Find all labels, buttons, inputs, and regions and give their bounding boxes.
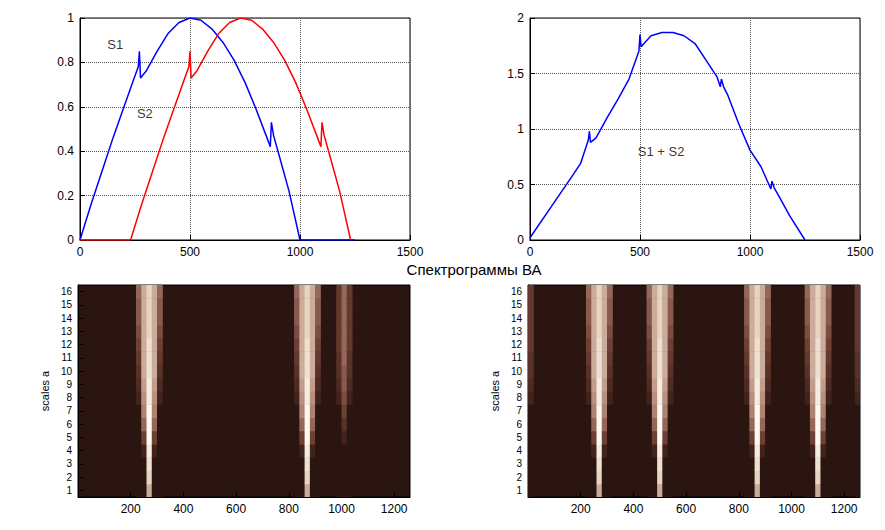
svg-text:500: 500 (180, 245, 200, 259)
svg-text:10: 10 (511, 366, 523, 377)
svg-text:500: 500 (630, 245, 650, 259)
svg-text:0.6: 0.6 (57, 100, 74, 114)
svg-text:800: 800 (729, 502, 749, 516)
svg-text:1000: 1000 (778, 502, 805, 516)
svg-text:0.2: 0.2 (57, 189, 74, 203)
svg-text:S1: S1 (107, 37, 123, 52)
svg-text:400: 400 (173, 502, 193, 516)
svg-text:4: 4 (66, 445, 72, 456)
svg-text:200: 200 (121, 502, 141, 516)
svg-text:800: 800 (279, 502, 299, 516)
svg-text:0: 0 (527, 245, 534, 259)
svg-text:1000: 1000 (737, 245, 764, 259)
svg-text:12: 12 (511, 339, 523, 350)
svg-text:0.8: 0.8 (57, 55, 74, 69)
svg-text:1200: 1200 (831, 502, 858, 516)
svg-text:1000: 1000 (287, 245, 314, 259)
svg-text:13: 13 (61, 326, 73, 337)
svg-text:Спектрограммы ВА: Спектрограммы ВА (407, 261, 542, 278)
svg-text:600: 600 (676, 502, 696, 516)
svg-text:15: 15 (61, 299, 73, 310)
svg-text:0: 0 (517, 233, 524, 247)
svg-text:9: 9 (516, 379, 522, 390)
svg-text:10: 10 (61, 366, 73, 377)
svg-text:1.5: 1.5 (507, 67, 524, 81)
svg-text:5: 5 (516, 432, 522, 443)
svg-text:1: 1 (67, 11, 74, 25)
svg-text:2: 2 (66, 472, 72, 483)
svg-text:0.4: 0.4 (57, 144, 74, 158)
svg-text:600: 600 (226, 502, 246, 516)
svg-text:2: 2 (517, 11, 524, 25)
svg-text:1500: 1500 (847, 245, 874, 259)
svg-text:6: 6 (516, 419, 522, 430)
svg-text:0: 0 (67, 233, 74, 247)
svg-text:14: 14 (511, 313, 523, 324)
svg-text:1000: 1000 (328, 502, 355, 516)
svg-text:8: 8 (516, 392, 522, 403)
svg-text:0.5: 0.5 (507, 178, 524, 192)
svg-text:3: 3 (66, 458, 72, 469)
svg-text:1200: 1200 (381, 502, 408, 516)
svg-text:9: 9 (66, 379, 72, 390)
svg-text:1: 1 (517, 122, 524, 136)
svg-text:400: 400 (623, 502, 643, 516)
svg-text:6: 6 (66, 419, 72, 430)
svg-text:4: 4 (516, 445, 522, 456)
svg-text:11: 11 (512, 352, 523, 363)
svg-text:1500: 1500 (397, 245, 424, 259)
svg-text:S1 + S2: S1 + S2 (638, 144, 685, 159)
svg-text:scales a: scales a (39, 370, 51, 411)
svg-text:0: 0 (77, 245, 84, 259)
svg-text:5: 5 (66, 432, 72, 443)
svg-text:200: 200 (571, 502, 591, 516)
svg-text:7: 7 (516, 405, 522, 416)
svg-text:S2: S2 (137, 106, 153, 121)
svg-text:16: 16 (511, 286, 523, 297)
svg-text:1: 1 (66, 485, 72, 496)
svg-text:12: 12 (61, 339, 73, 350)
svg-text:8: 8 (66, 392, 72, 403)
svg-text:3: 3 (516, 458, 522, 469)
svg-text:7: 7 (66, 405, 72, 416)
svg-text:11: 11 (62, 352, 73, 363)
svg-text:scales a: scales a (489, 370, 501, 411)
svg-text:15: 15 (511, 299, 523, 310)
svg-text:16: 16 (61, 286, 73, 297)
svg-text:2: 2 (516, 472, 522, 483)
svg-text:13: 13 (511, 326, 523, 337)
svg-text:14: 14 (61, 313, 73, 324)
svg-text:1: 1 (516, 485, 522, 496)
